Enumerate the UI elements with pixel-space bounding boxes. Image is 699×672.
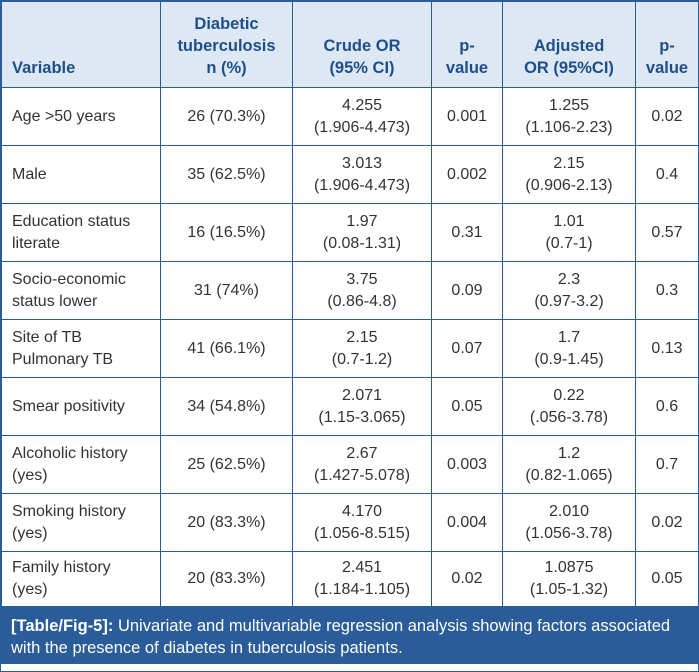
regression-table: Variable Diabetic tuberculosis n (%) Cru… — [1, 1, 699, 607]
cell-diabetic-tb: 41 (66.1%) — [160, 319, 293, 378]
table-caption: [Table/Fig-5]: Univariate and multivaria… — [1, 607, 698, 664]
cell-p-value-crude: 0.07 — [431, 319, 503, 378]
cell-p-value-adjusted: 0.05 — [635, 551, 699, 607]
table-row: Site of TB Pulmonary TB 41 (66.1%) 2.15 … — [1, 319, 699, 378]
caption-text: Univariate and multivariable regression … — [11, 617, 671, 657]
cell-diabetic-tb: 34 (54.8%) — [160, 377, 293, 436]
cell-diabetic-tb: 25 (62.5%) — [160, 435, 293, 494]
table-row: Alcoholic history (yes) 25 (62.5%) 2.67 … — [1, 435, 699, 494]
cell-crude-or: 2.451 (1.184-1.105) — [292, 551, 432, 607]
cell-adjusted-or: 1.2 (0.82-1.065) — [502, 435, 636, 494]
table-row: Male 35 (62.5%) 3.013 (1.906-4.473) 0.00… — [1, 145, 699, 204]
header-adjusted-or: Adjusted OR (95%CI) — [502, 1, 636, 88]
cell-p-value-crude: 0.02 — [431, 551, 503, 607]
cell-variable: Education status literate — [1, 203, 161, 262]
cell-diabetic-tb: 20 (83.3%) — [160, 551, 293, 607]
cell-p-value-adjusted: 0.7 — [635, 435, 699, 494]
table-row: Smear positivity 34 (54.8%) 2.071 (1.15-… — [1, 377, 699, 436]
table-row: Family history (yes) 20 (83.3%) 2.451 (1… — [1, 551, 699, 607]
cell-p-value-adjusted: 0.02 — [635, 493, 699, 552]
cell-adjusted-or: 2.15 (0.906-2.13) — [502, 145, 636, 204]
table-row: Age >50 years 26 (70.3%) 4.255 (1.906-4.… — [1, 87, 699, 146]
cell-crude-or: 3.013 (1.906-4.473) — [292, 145, 432, 204]
table-row: Socio-economic status lower 31 (74%) 3.7… — [1, 261, 699, 320]
header-row: Variable Diabetic tuberculosis n (%) Cru… — [1, 1, 699, 88]
cell-crude-or: 4.170 (1.056-8.515) — [292, 493, 432, 552]
cell-adjusted-or: 1.01 (0.7-1) — [502, 203, 636, 262]
cell-variable: Family history (yes) — [1, 551, 161, 607]
header-p-value-crude: p- value — [431, 1, 503, 88]
cell-p-value-adjusted: 0.13 — [635, 319, 699, 378]
cell-p-value-adjusted: 0.6 — [635, 377, 699, 436]
header-crude-or: Crude OR (95% CI) — [292, 1, 432, 88]
table-row: Smoking history (yes) 20 (83.3%) 4.170 (… — [1, 493, 699, 552]
cell-variable: Site of TB Pulmonary TB — [1, 319, 161, 378]
cell-variable: Smoking history (yes) — [1, 493, 161, 552]
cell-p-value-adjusted: 0.3 — [635, 261, 699, 320]
cell-crude-or: 2.67 (1.427-5.078) — [292, 435, 432, 494]
cell-adjusted-or: 1.0875 (1.05-1.32) — [502, 551, 636, 607]
cell-diabetic-tb: 35 (62.5%) — [160, 145, 293, 204]
cell-adjusted-or: 1.255 (1.106-2.23) — [502, 87, 636, 146]
caption-label: [Table/Fig-5]: — [11, 617, 114, 635]
cell-adjusted-or: 2.010 (1.056-3.78) — [502, 493, 636, 552]
header-variable: Variable — [1, 1, 161, 88]
cell-p-value-crude: 0.31 — [431, 203, 503, 262]
header-diabetic-tuberculosis: Diabetic tuberculosis n (%) — [160, 1, 293, 88]
cell-crude-or: 3.75 (0.86-4.8) — [292, 261, 432, 320]
cell-crude-or: 1.97 (0.08-1.31) — [292, 203, 432, 262]
cell-crude-or: 2.15 (0.7-1.2) — [292, 319, 432, 378]
cell-diabetic-tb: 26 (70.3%) — [160, 87, 293, 146]
cell-diabetic-tb: 20 (83.3%) — [160, 493, 293, 552]
cell-p-value-adjusted: 0.02 — [635, 87, 699, 146]
cell-p-value-crude: 0.004 — [431, 493, 503, 552]
cell-crude-or: 4.255 (1.906-4.473) — [292, 87, 432, 146]
cell-diabetic-tb: 16 (16.5%) — [160, 203, 293, 262]
cell-variable: Age >50 years — [1, 87, 161, 146]
cell-p-value-crude: 0.09 — [431, 261, 503, 320]
cell-p-value-crude: 0.001 — [431, 87, 503, 146]
cell-adjusted-or: 1.7 (0.9-1.45) — [502, 319, 636, 378]
cell-variable: Male — [1, 145, 161, 204]
cell-variable: Socio-economic status lower — [1, 261, 161, 320]
cell-variable: Smear positivity — [1, 377, 161, 436]
cell-crude-or: 2.071 (1.15-3.065) — [292, 377, 432, 436]
header-p-value-adjusted: p- value — [635, 1, 699, 88]
cell-p-value-crude: 0.05 — [431, 377, 503, 436]
cell-adjusted-or: 2.3 (0.97-3.2) — [502, 261, 636, 320]
cell-p-value-adjusted: 0.57 — [635, 203, 699, 262]
cell-adjusted-or: 0.22 (.056-3.78) — [502, 377, 636, 436]
cell-variable: Alcoholic history (yes) — [1, 435, 161, 494]
cell-p-value-adjusted: 0.4 — [635, 145, 699, 204]
cell-p-value-crude: 0.002 — [431, 145, 503, 204]
cell-diabetic-tb: 31 (74%) — [160, 261, 293, 320]
table-row: Education status literate 16 (16.5%) 1.9… — [1, 203, 699, 262]
cell-p-value-crude: 0.003 — [431, 435, 503, 494]
